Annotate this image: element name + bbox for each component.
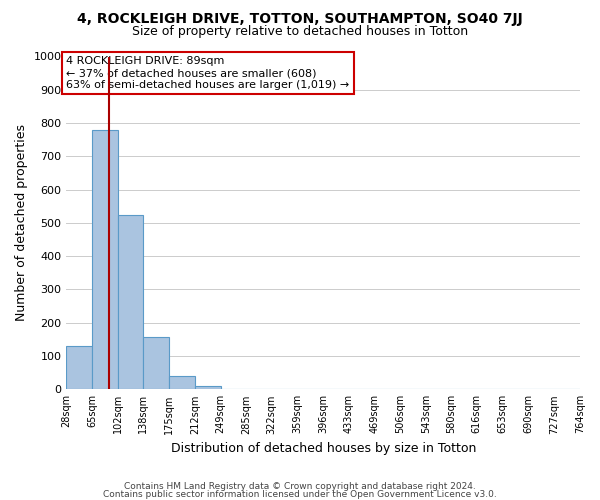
X-axis label: Distribution of detached houses by size in Totton: Distribution of detached houses by size … xyxy=(170,442,476,455)
Text: Contains HM Land Registry data © Crown copyright and database right 2024.: Contains HM Land Registry data © Crown c… xyxy=(124,482,476,491)
Text: 4, ROCKLEIGH DRIVE, TOTTON, SOUTHAMPTON, SO40 7JJ: 4, ROCKLEIGH DRIVE, TOTTON, SOUTHAMPTON,… xyxy=(77,12,523,26)
Bar xyxy=(143,336,169,390)
Bar xyxy=(67,346,92,390)
Text: 4 ROCKLEIGH DRIVE: 89sqm
← 37% of detached houses are smaller (608)
63% of semi-: 4 ROCKLEIGH DRIVE: 89sqm ← 37% of detach… xyxy=(67,56,350,90)
Bar xyxy=(118,214,143,390)
Bar xyxy=(92,130,118,390)
Text: Size of property relative to detached houses in Totton: Size of property relative to detached ho… xyxy=(132,25,468,38)
Bar xyxy=(195,386,221,390)
Text: Contains public sector information licensed under the Open Government Licence v3: Contains public sector information licen… xyxy=(103,490,497,499)
Y-axis label: Number of detached properties: Number of detached properties xyxy=(15,124,28,322)
Bar xyxy=(169,376,195,390)
